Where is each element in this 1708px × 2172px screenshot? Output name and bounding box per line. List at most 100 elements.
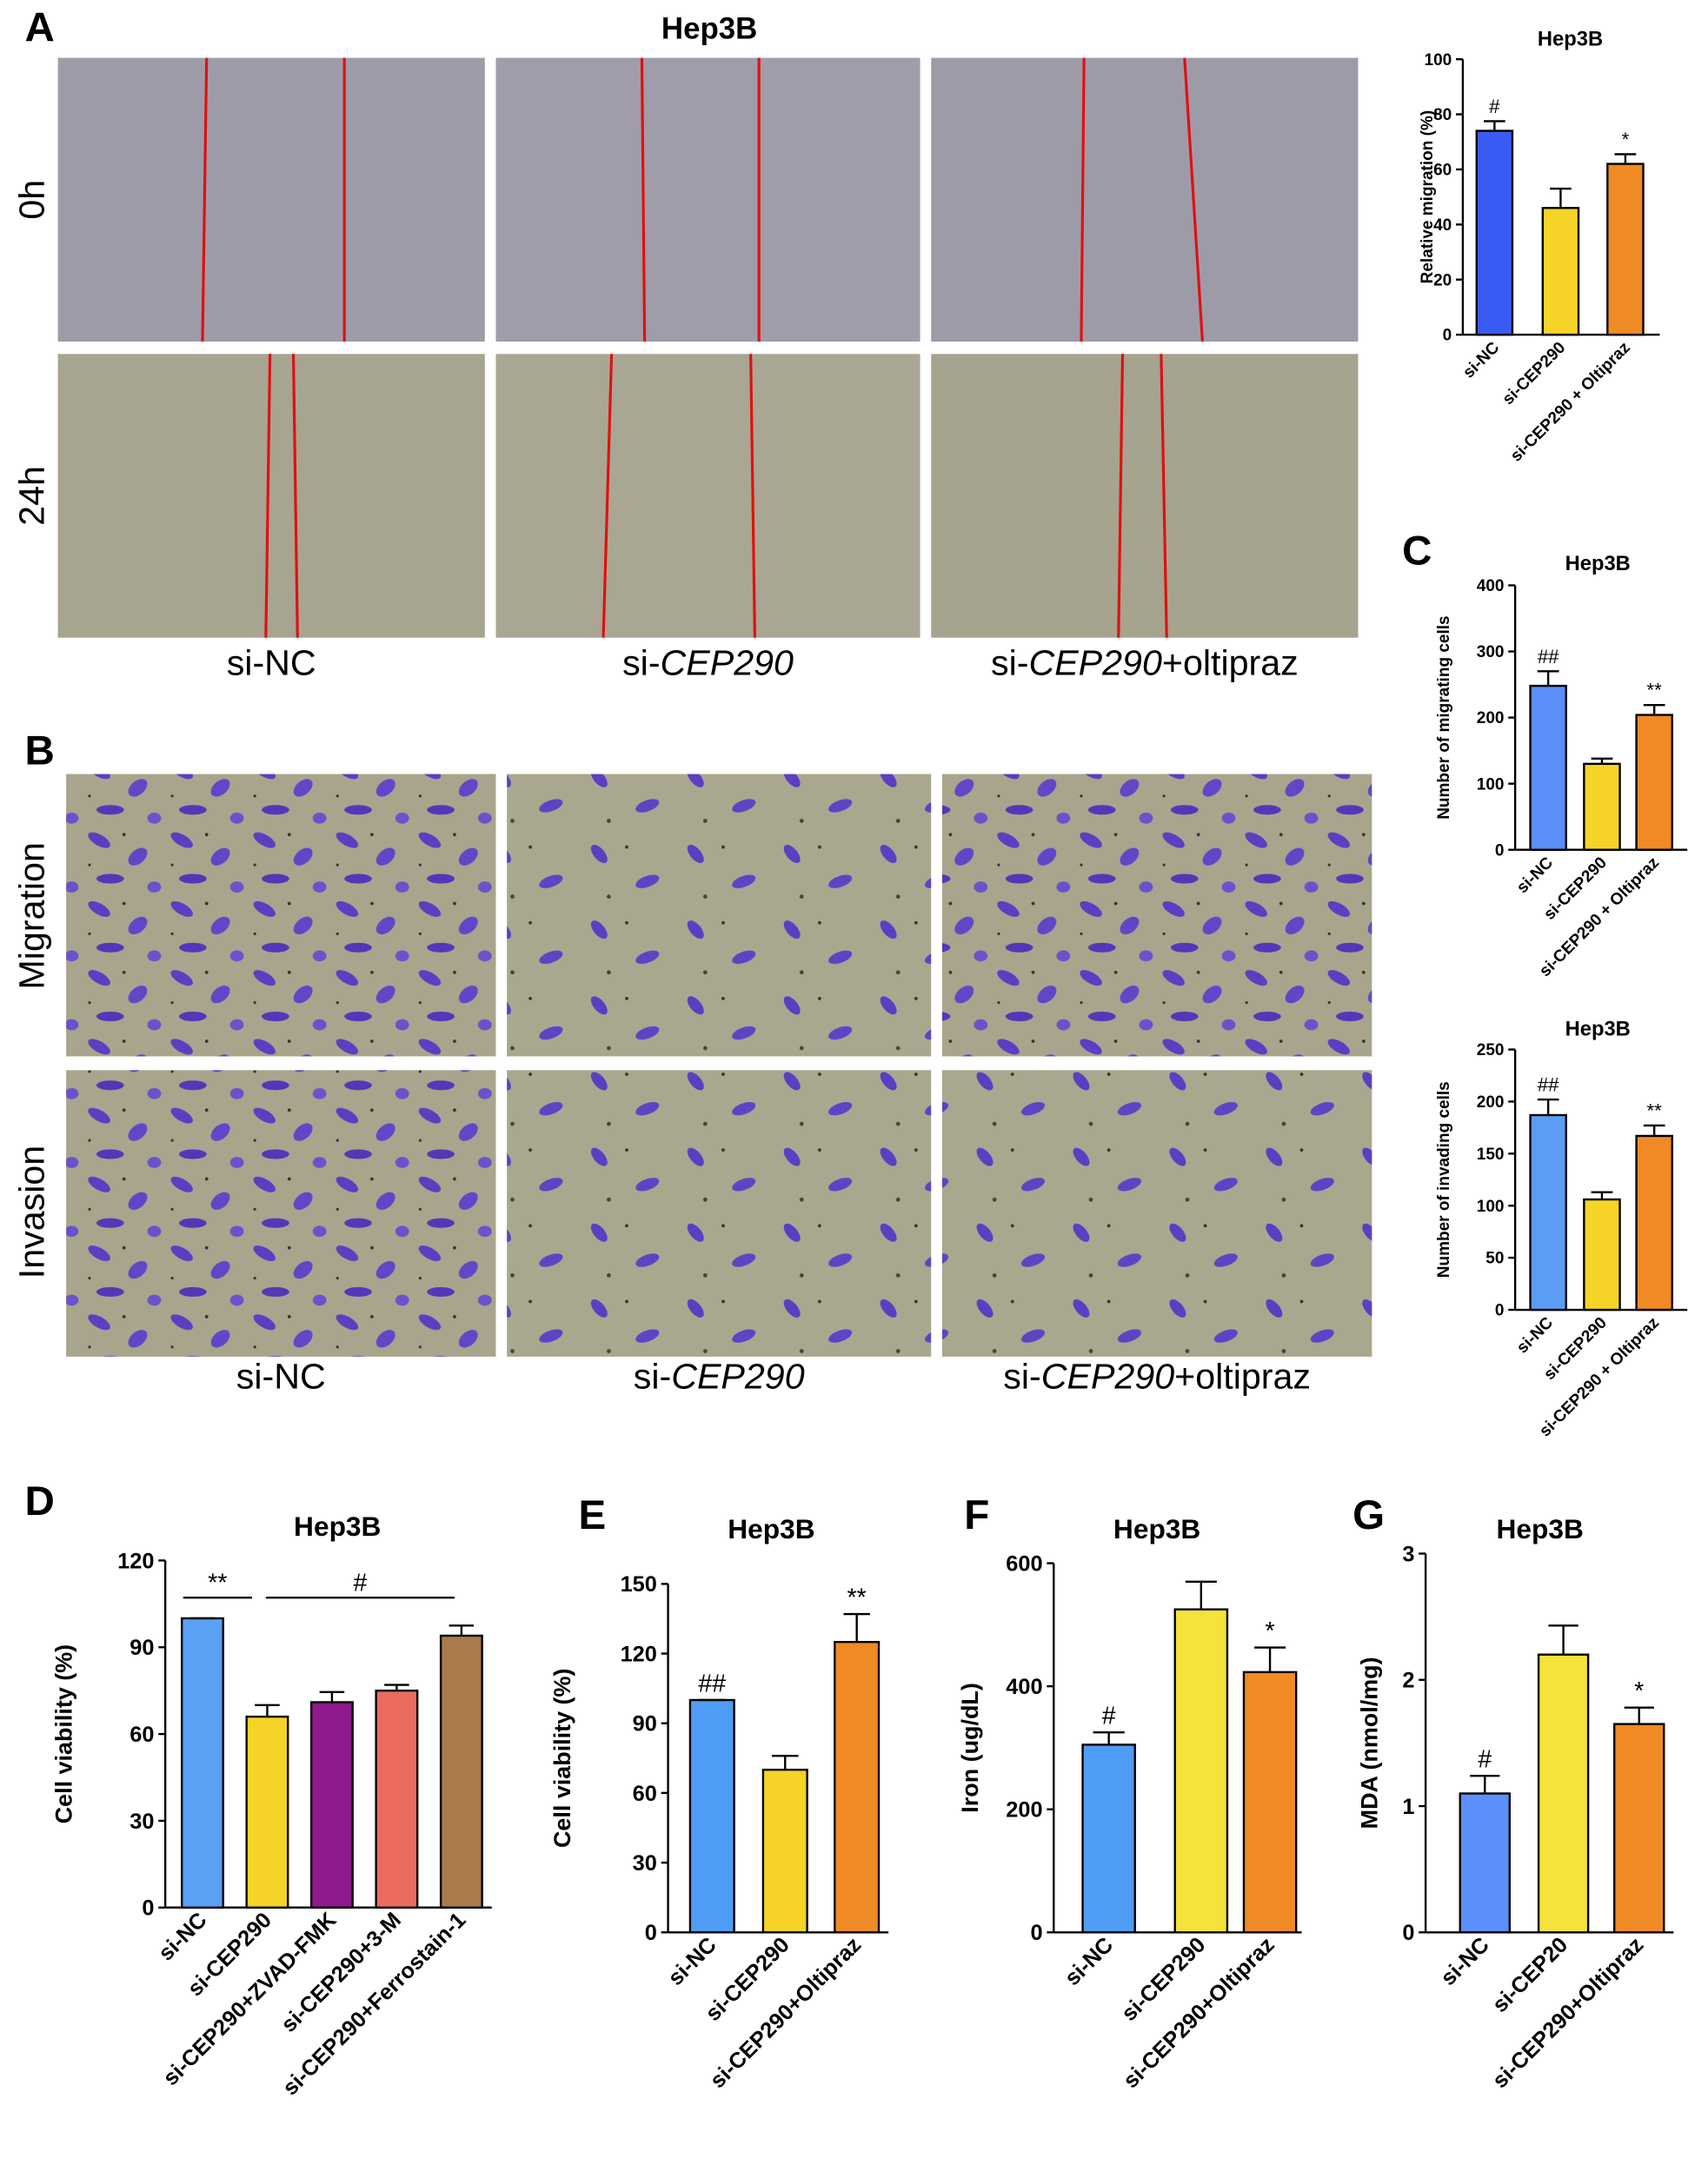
chart-title: Hep3B [1565,1018,1631,1041]
caption-part: si-NC [236,1356,326,1396]
significance: # [1102,1703,1116,1730]
panel-label: E [579,1492,607,1538]
row-label: 24h [12,466,52,526]
y-tick-label: 90 [633,1712,657,1737]
y-tick-label: 100 [1425,51,1452,70]
comparison-label: ** [208,1569,227,1597]
bar [1537,1653,1590,1934]
image [57,57,485,342]
y-tick-label: 0 [1495,1302,1505,1320]
wound-title: Hep3B [661,11,757,45]
x-tick-label: si-NC [154,1908,212,1966]
caption-part: CEP290 [671,1356,805,1396]
panel-label: A [25,5,55,51]
y-tick-label: 80 [1433,106,1452,124]
significance: ** [1647,680,1663,701]
significance: ** [1647,1099,1663,1121]
y-tick-label: 0 [645,1921,657,1945]
panel-label: D [25,1478,55,1524]
x-tick-label: si-CEP290+Oltipraz [1488,1933,1649,2094]
bar [1529,684,1567,851]
y-tick-label: 0 [1443,327,1452,345]
y-axis-label: Cell viability (%) [549,1669,575,1848]
y-axis-label: Iron (ug/dL) [957,1683,983,1813]
y-tick-label: 600 [1006,1551,1042,1576]
y-tick-label: 60 [130,1723,154,1747]
chart: Hep3B Cell viability (%) 0 30 60 90 120 si-NC si… [50,1511,492,2101]
bar [1541,207,1580,336]
y-tick-label: 120 [621,1642,657,1666]
significance: ## [698,1670,726,1697]
y-axis-label: Number of migrating cells [1435,615,1453,819]
chart-title: Hep3B [728,1513,814,1544]
y-tick-label: 200 [1006,1798,1042,1823]
caption-part: si- [634,1356,671,1396]
significance: ## [1538,1074,1559,1096]
bar [1081,1744,1136,1934]
chart-title: Hep3B [1538,27,1603,50]
significance: # [1478,1746,1492,1774]
significance: * [1622,129,1630,150]
significance: * [1266,1617,1275,1645]
caption-part: CEP290 [1028,642,1162,682]
y-tick-label: 20 [1433,271,1452,289]
caption: si-CEP290+oltipraz [1003,1356,1311,1396]
y-tick-label: 200 [1477,1093,1505,1112]
panel-label: F [964,1492,989,1538]
image [66,1070,496,1357]
y-tick-label: 200 [1477,709,1505,727]
image [507,1070,932,1357]
image [495,354,920,638]
bar [834,1640,881,1934]
image [66,774,496,1057]
bar [1583,1198,1621,1312]
y-tick-label: 2 [1402,1669,1414,1693]
caption-part: CEP290 [661,642,794,682]
chart-title: Hep3B [1113,1513,1200,1544]
caption-part: si- [622,642,660,682]
bar [1173,1608,1229,1934]
caption-part: +oltipraz [1162,642,1299,682]
row-label: Migration [12,842,52,989]
caption: si-NC [227,642,316,682]
x-tick-label: si-CEP290 [1499,339,1570,409]
wound-edges [201,57,1204,638]
chart: Hep3B Relative migration (%) 0 20 40 60 80 100 #… [1419,27,1660,466]
image [495,57,920,342]
y-axis-label: Cell viability (%) [50,1644,76,1823]
chart: Hep3B Number of migrating cells 0 100 200 300… [1435,552,1688,980]
significance: ** [847,1584,867,1612]
y-tick-label: 250 [1477,1041,1505,1059]
bar [1529,1113,1567,1312]
image [931,57,1359,342]
row-label: 0h [12,180,52,220]
bar [1242,1671,1298,1934]
caption: si-CEP290+oltipraz [991,642,1299,682]
caption: si-CEP290 [634,1356,805,1396]
y-tick-label: 0 [1030,1921,1042,1945]
chart-title: Hep3B [1565,552,1631,575]
transwell-images [66,774,1372,1357]
caption: si-NC [236,1356,326,1396]
image [931,354,1359,638]
x-tick-label: si-CEP290 + Oltipraz [1507,339,1634,466]
bar [1613,1723,1665,1934]
bar [688,1698,735,1934]
bar [1635,1134,1673,1312]
caption: si-CEP290 [622,642,794,682]
panel-label: B [25,727,55,774]
chart: Hep3B Number of invading cells 0 50 100 150 20… [1435,1018,1688,1440]
y-tick-label: 90 [130,1636,154,1660]
bar [1583,762,1621,851]
significance: * [1634,1677,1644,1705]
bar [439,1634,483,1909]
significance: # [1489,96,1500,117]
y-axis-label: Relative migration (%) [1419,110,1437,284]
x-tick-label: si-NC [1459,338,1503,382]
image [941,1070,1372,1357]
y-tick-label: 30 [633,1851,657,1876]
caption-part: si-NC [227,642,316,682]
x-tick-label: si-NC [1513,854,1557,897]
y-tick-label: 150 [621,1572,657,1597]
